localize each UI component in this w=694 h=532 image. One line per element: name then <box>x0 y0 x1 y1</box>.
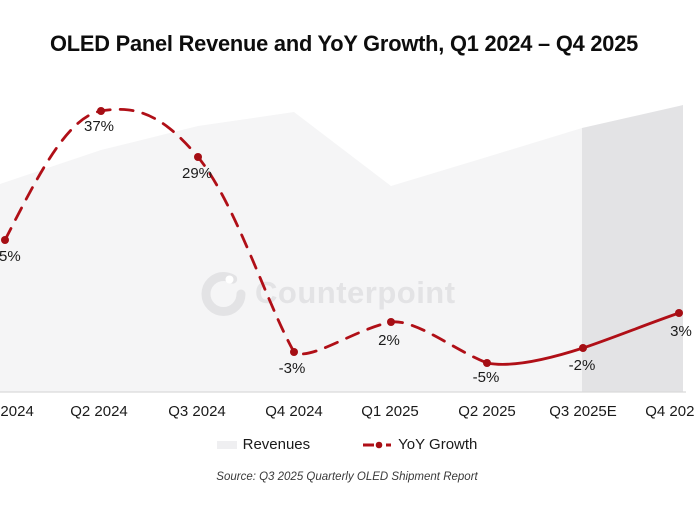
counterpoint-watermark: Counterpoint <box>201 272 456 316</box>
point-label-q4-2025e: 3% <box>670 323 692 340</box>
point-label-q3-2025e: -2% <box>569 357 596 374</box>
forecast-area <box>582 105 683 392</box>
x-tick-q4-2025e: Q4 2025E <box>645 403 694 420</box>
yoy-point <box>387 318 395 326</box>
point-label-q1-2025: 2% <box>378 332 400 349</box>
x-tick-q2-2024: Q2 2024 <box>70 403 128 420</box>
source-note: Source: Q3 2025 Quarterly OLED Shipment … <box>216 471 478 483</box>
legend-item-yoy: YoY Growth <box>362 436 477 453</box>
x-tick-q4-2024: Q4 2024 <box>265 403 323 420</box>
point-label-q2-2024: 37% <box>84 118 114 135</box>
legend-label-revenues: Revenues <box>242 436 311 453</box>
chart-title: OLED Panel Revenue and YoY Growth, Q1 20… <box>50 31 639 56</box>
yoy-point-markers <box>1 107 683 367</box>
legend-item-revenues: Revenues <box>216 436 311 453</box>
x-tick-q2-2025: Q2 2025 <box>458 403 516 420</box>
revenues-swatch-icon <box>216 440 237 449</box>
point-label-q4-2024: -3% <box>279 360 306 377</box>
yoy-point-labels: 5% 37% 29% -3% 2% -5% -2% 3% <box>0 118 692 386</box>
yoy-line-swatch-icon <box>363 441 392 448</box>
yoy-point <box>675 309 683 317</box>
legend-label-yoy: YoY Growth <box>398 436 478 453</box>
point-label-q1-2024: 5% <box>0 248 21 265</box>
point-label-q3-2024: 29% <box>182 165 212 182</box>
counterpoint-logo-dot <box>225 275 234 284</box>
yoy-point <box>290 348 298 356</box>
x-tick-q3-2025e: Q3 2025E <box>549 403 617 420</box>
counterpoint-logo-icon <box>201 272 246 316</box>
legend: Revenues YoY Growth <box>0 436 694 453</box>
yoy-point <box>579 344 587 352</box>
x-tick-q3-2024: Q3 2024 <box>168 403 226 420</box>
yoy-point <box>1 236 9 244</box>
revenue-area <box>0 112 582 392</box>
x-axis-labels: Q1 2024 Q2 2024 Q3 2024 Q4 2024 Q1 2025 … <box>0 403 694 420</box>
yoy-point <box>194 153 202 161</box>
yoy-point <box>97 107 105 115</box>
yoy-point <box>483 359 491 367</box>
watermark-text: Counterpoint <box>255 275 456 310</box>
x-tick-q1-2024: Q1 2024 <box>0 403 34 420</box>
point-label-q2-2025: -5% <box>473 369 500 386</box>
x-tick-q1-2025: Q1 2025 <box>361 403 419 420</box>
